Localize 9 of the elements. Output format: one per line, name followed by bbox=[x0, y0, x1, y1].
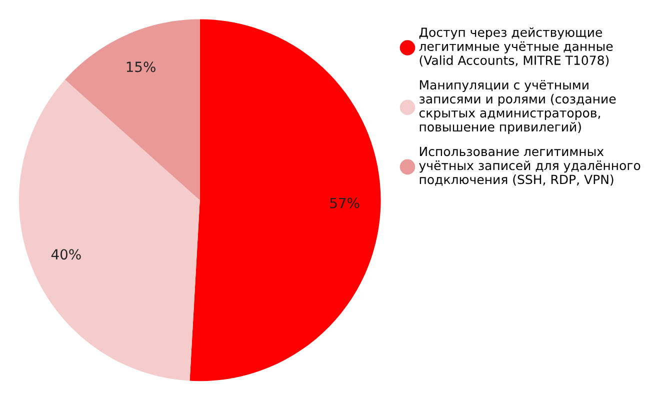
pie-slice bbox=[190, 19, 381, 382]
data-label: 57% bbox=[330, 198, 360, 208]
data-label: 15% bbox=[126, 62, 156, 72]
pie-slice bbox=[19, 80, 200, 381]
legend-label: Использование легитимных учётных записей для удалённого подключения (SSH, RDP, VPN) bbox=[419, 146, 640, 186]
data-label: 40% bbox=[51, 249, 81, 260]
pie-slice bbox=[64, 19, 200, 200]
legend-label: Доступ через действующие легитимные учётные данные (Valid Accounts, MITRE T1078) bbox=[419, 27, 613, 66]
legend-label: Манипуляции с учётными записями и ролями (создание скрытых администраторов, повышение привилегий) bbox=[419, 80, 616, 134]
